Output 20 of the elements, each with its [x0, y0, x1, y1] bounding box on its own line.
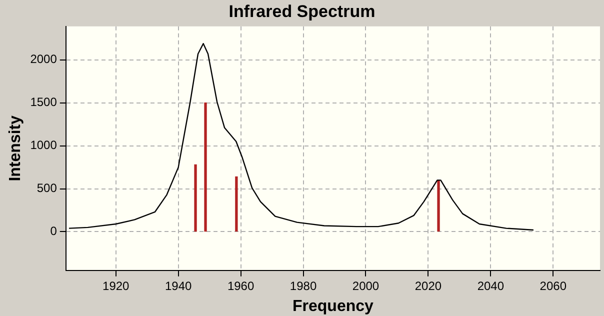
y-axis-title: Intensity — [7, 115, 24, 182]
y-tick-label: 1000 — [30, 138, 58, 152]
x-tick-label: 2000 — [352, 278, 380, 293]
x-tick-label: 1940 — [164, 278, 192, 293]
x-axis-title: Frequency — [292, 298, 374, 315]
x-tick-label: 2020 — [414, 278, 442, 293]
y-tick-label: 500 — [36, 181, 58, 196]
x-tick-label: 1960 — [227, 278, 254, 293]
x-tick-label: 2060 — [540, 278, 567, 293]
chart-title: Infrared Spectrum — [228, 2, 376, 21]
x-tick-label: 2040 — [477, 278, 504, 293]
bar — [437, 180, 440, 232]
y-tick-label: 2000 — [30, 52, 58, 66]
x-tick-label: 1980 — [290, 278, 317, 293]
y-tick-label: 0 — [50, 224, 58, 238]
bar — [235, 176, 238, 232]
y-tick-label: 1500 — [30, 95, 58, 110]
bar — [204, 102, 207, 232]
x-tick-label: 1920 — [102, 278, 130, 293]
bar — [194, 164, 197, 232]
